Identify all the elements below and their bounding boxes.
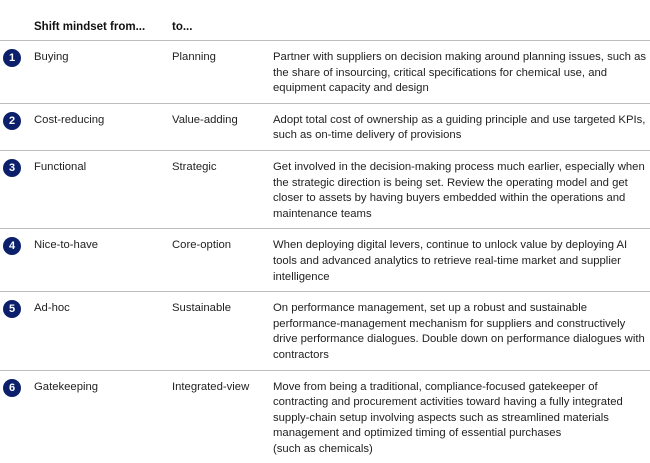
from-mindset: Gatekeeping	[34, 380, 98, 396]
from-mindset: Ad-hoc	[34, 301, 70, 317]
to-mindset: Value-adding	[172, 113, 238, 129]
to-mindset: Planning	[172, 50, 216, 66]
row-number-badge: 5	[3, 300, 21, 318]
to-mindset: Integrated-view	[172, 380, 249, 396]
table-row: 1 Buying Planning Partner with suppliers…	[0, 41, 650, 104]
row-number-badge: 3	[3, 159, 21, 177]
from-mindset: Cost-reducing	[34, 113, 104, 129]
description: When deploying digital levers, continue …	[273, 238, 648, 285]
description: Adopt total cost of ownership as a guidi…	[273, 113, 648, 144]
row-number-badge: 1	[3, 49, 21, 67]
header-to: to...	[172, 21, 192, 33]
description: Get involved in the decision-making proc…	[273, 160, 648, 222]
table-row: 4 Nice-to-have Core-option When deployin…	[0, 229, 650, 292]
table-row: 5 Ad-hoc Sustainable On performance mana…	[0, 292, 650, 370]
description: Partner with suppliers on decision makin…	[273, 50, 648, 97]
table-row: 2 Cost-reducing Value-adding Adopt total…	[0, 104, 650, 151]
table-row: 3 Functional Strategic Get involved in t…	[0, 151, 650, 229]
description: Move from being a traditional, complianc…	[273, 380, 648, 458]
from-mindset: Functional	[34, 160, 86, 176]
table-header: Shift mindset from... to...	[0, 0, 650, 41]
table-row: 6 Gatekeeping Integrated-view Move from …	[0, 371, 650, 463]
to-mindset: Core-option	[172, 238, 231, 254]
description: On performance management, set up a robu…	[273, 301, 648, 363]
row-number-badge: 2	[3, 112, 21, 130]
row-number-badge: 4	[3, 237, 21, 255]
from-mindset: Nice-to-have	[34, 238, 98, 254]
header-from: Shift mindset from...	[34, 21, 145, 33]
to-mindset: Strategic	[172, 160, 217, 176]
from-mindset: Buying	[34, 50, 69, 66]
row-number-badge: 6	[3, 379, 21, 397]
to-mindset: Sustainable	[172, 301, 231, 317]
